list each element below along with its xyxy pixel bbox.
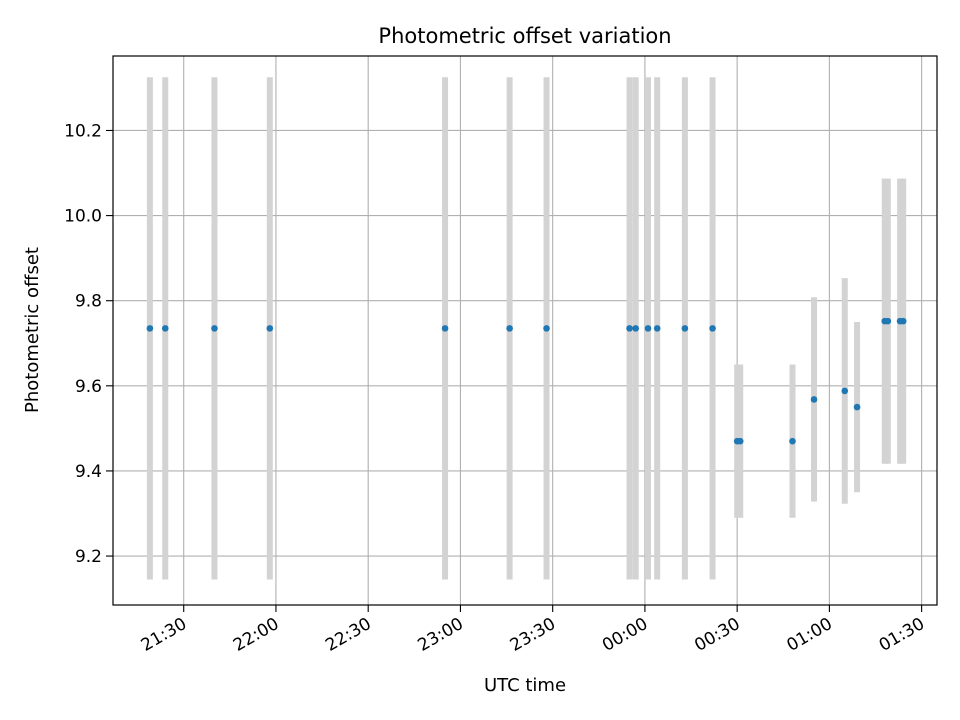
data-point [266, 325, 274, 332]
data-point [211, 325, 218, 332]
y-tick-label: 9.4 [75, 462, 102, 482]
data-point [810, 396, 818, 403]
data-point [681, 325, 689, 332]
data-point [884, 317, 892, 325]
data-point [146, 325, 154, 332]
y-tick-label: 10.2 [64, 121, 102, 141]
y-tick-label: 9.2 [75, 547, 102, 567]
data-point [543, 325, 550, 332]
grid [113, 56, 937, 605]
y-tick-label: 10.0 [64, 207, 102, 227]
chart-title: Photometric offset variation [378, 24, 671, 48]
data-point [644, 325, 652, 332]
data-points [146, 317, 907, 445]
data-point [736, 437, 744, 445]
data-point [709, 325, 716, 332]
y-tick-label: 9.8 [75, 292, 102, 312]
data-point [841, 387, 849, 395]
plot-frame [112, 55, 938, 606]
data-point [853, 403, 861, 411]
data-point [161, 325, 169, 332]
data-point [441, 325, 449, 332]
y-axis-label: Photometric offset [22, 247, 43, 413]
data-point [506, 325, 513, 332]
data-point [626, 325, 633, 332]
data-point [632, 325, 639, 332]
data-point [653, 325, 661, 332]
y-tick-label: 9.6 [75, 377, 102, 397]
y-axis-ticks: 9.2 9.4 9.6 9.8 10.0 10.2 [64, 121, 113, 567]
x-axis-label: UTC time [484, 675, 566, 696]
data-point [789, 437, 796, 445]
data-point [899, 317, 907, 325]
